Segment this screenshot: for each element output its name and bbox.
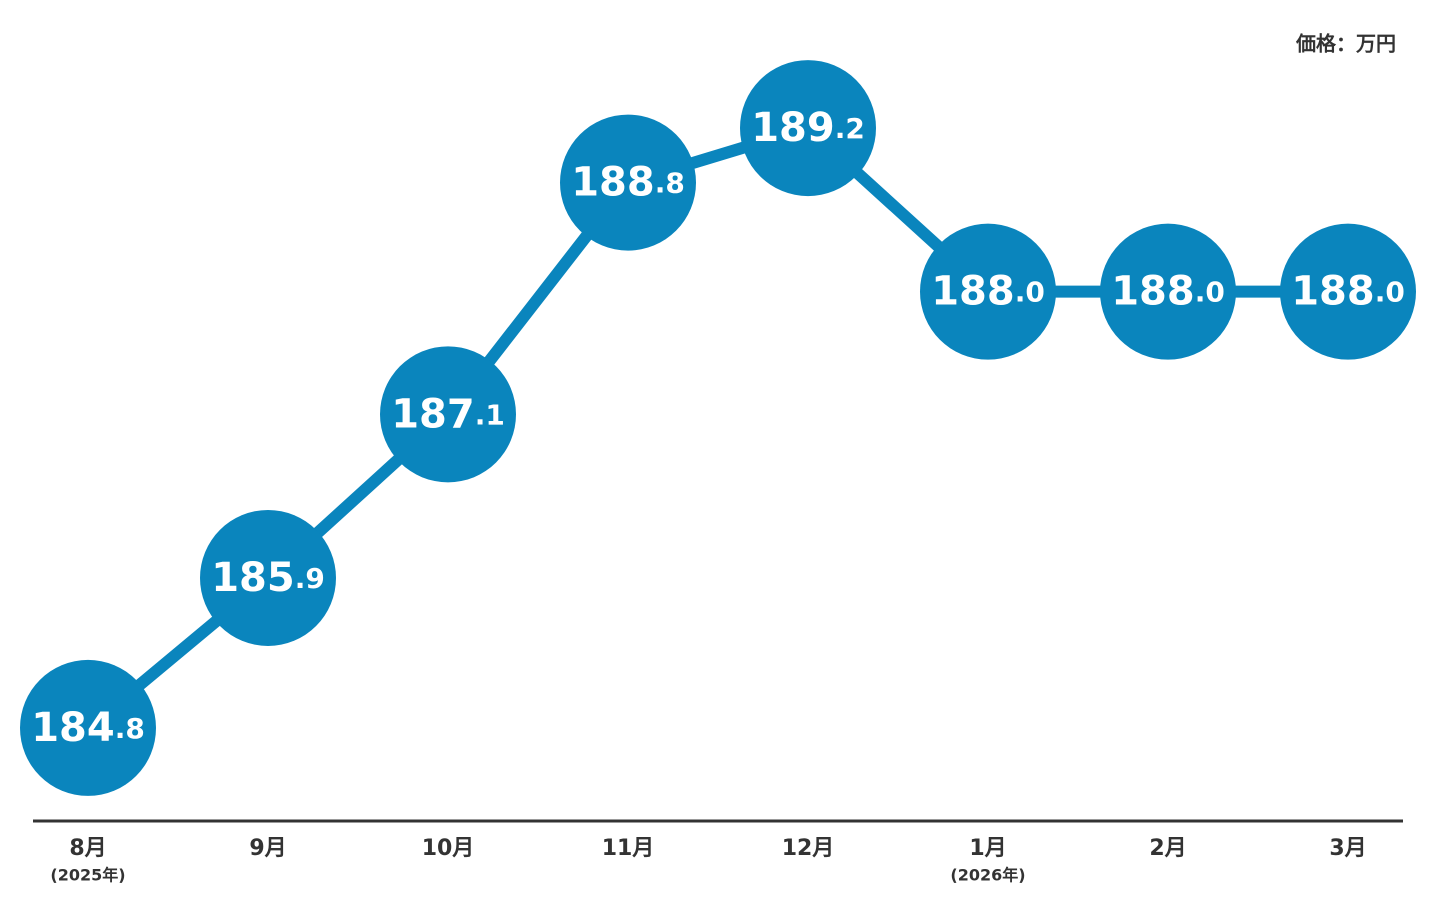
x-tick-label: 8月 (69, 836, 106, 861)
point (1100, 223, 1236, 360)
point (1280, 223, 1416, 360)
x-tick-label: 12月 (782, 836, 835, 861)
x-tick-note: (2026年) (950, 866, 1025, 885)
value-label: 188.0 (931, 269, 1045, 315)
value-label: 187.1 (391, 391, 505, 437)
point (740, 60, 876, 197)
point (20, 659, 156, 796)
point (380, 346, 516, 483)
point (560, 114, 696, 251)
x-tick-label: 9月 (249, 836, 286, 861)
value-label: 184.8 (31, 705, 145, 751)
unit-label: 価格：万円 (1295, 32, 1396, 56)
x-tick-label: 2月 (1149, 836, 1186, 861)
x-tick-label: 3月 (1329, 836, 1366, 861)
x-tick-label: 11月 (602, 836, 655, 861)
value-label: 188.0 (1291, 269, 1405, 315)
value-label: 185.9 (211, 555, 325, 601)
value-label: 188.0 (1111, 269, 1225, 315)
x-tick-label: 10月 (422, 836, 475, 861)
point (200, 509, 336, 646)
value-label: 189.2 (751, 105, 865, 151)
point (920, 223, 1056, 360)
x-tick-note: (2025年) (50, 866, 125, 885)
x-tick-label: 1月 (969, 836, 1006, 861)
value-label: 188.8 (571, 160, 685, 206)
